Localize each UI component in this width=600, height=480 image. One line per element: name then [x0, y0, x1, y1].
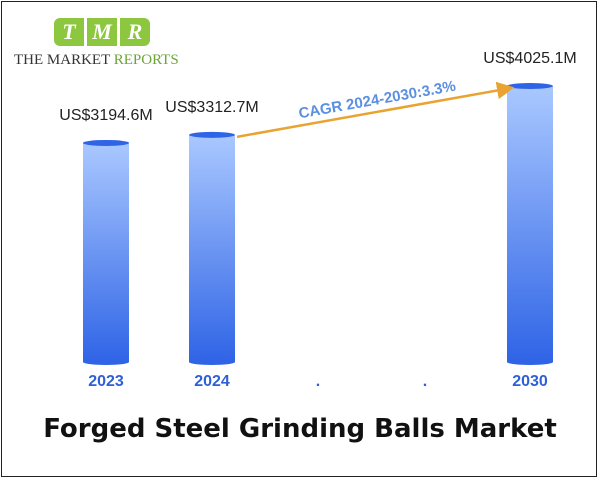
- bar-2023: [83, 139, 129, 365]
- bar-2024: [189, 131, 235, 365]
- logo-letter-t: T: [54, 18, 84, 46]
- bar-2030: [507, 83, 553, 365]
- bar-cap-2023: [83, 139, 129, 146]
- cagr-arrow: [236, 81, 515, 139]
- category-label-1: 2023: [88, 373, 124, 390]
- bar-body-2030: [507, 86, 553, 362]
- logo-letter-r: R: [120, 18, 150, 46]
- logo-text-accent: REPORTS: [113, 52, 179, 68]
- bar-cap-2024: [189, 131, 235, 138]
- bar-base-2024: [189, 359, 235, 365]
- value-label-2024: US$3312.7M: [165, 99, 258, 116]
- bar-chart: US$3194.6M 2023 US$3312.7M 2024. . US$4025.1M…: [59, 50, 576, 390]
- logo-text-main: THE MARKET: [14, 52, 114, 68]
- value-label-2030: US$4025.1M: [483, 50, 576, 67]
- category-label-4: .: [423, 373, 427, 390]
- chart-title: Forged Steel Grinding Balls Market: [43, 414, 557, 444]
- bar-cap-2030: [507, 83, 553, 89]
- cagr-annotation: CAGR 2024-2030:3.3%: [297, 78, 457, 123]
- category-label-3: .: [316, 373, 320, 390]
- bar-body-2023: [83, 142, 129, 362]
- bar-base-2030: [507, 359, 553, 365]
- logo-letter-m: M: [87, 18, 117, 46]
- logo-text: THE MARKET REPORTS: [14, 52, 179, 69]
- category-label-5: 2030: [512, 373, 548, 390]
- value-label-2023: US$3194.6M: [59, 107, 152, 124]
- bar-base-2023: [83, 359, 129, 365]
- tmr-logo: T M R THE MARKET REPORTS: [14, 18, 184, 74]
- logo-badges: T M R: [54, 18, 150, 46]
- bar-body-2024: [189, 134, 235, 362]
- category-label-2: 2024: [194, 373, 230, 390]
